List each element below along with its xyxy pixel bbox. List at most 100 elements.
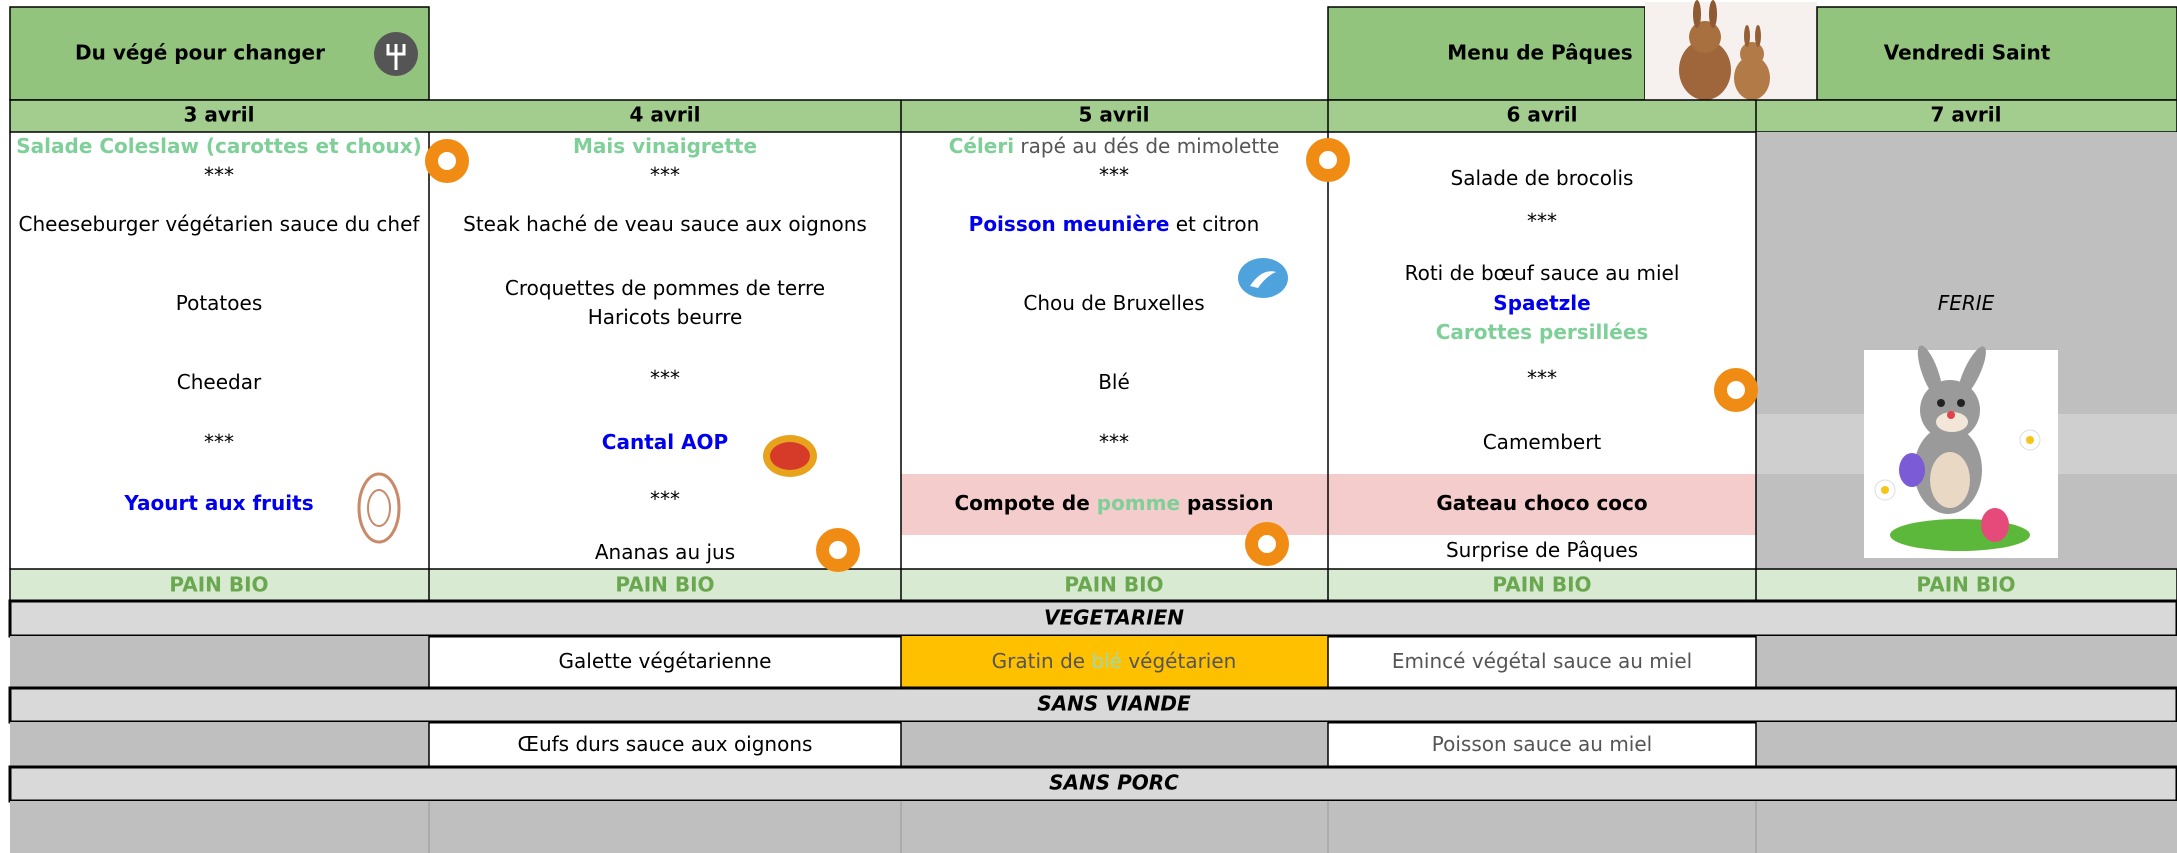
- label-badge: [357, 472, 401, 544]
- alt-dish: Œufs durs sauce aux oignons: [518, 732, 813, 756]
- section-bar: [8, 765, 2177, 803]
- item-text: ***: [1099, 163, 1129, 187]
- item-text: Roti de bœuf sauce au miel: [1405, 261, 1680, 285]
- sun-icon: [816, 528, 860, 572]
- bread-label: PAIN BIO: [1064, 573, 1163, 597]
- item-text: Haricots beurre: [588, 305, 743, 329]
- header-title: Du végé pour changer: [75, 41, 325, 65]
- alt-dish: Gratin de blé végétarien: [992, 649, 1237, 673]
- menu-item: Chou de Bruxelles: [1023, 291, 1204, 315]
- menu-item: Ananas au jus: [595, 540, 735, 564]
- menu-item: Roti de bœuf sauce au miel: [1405, 261, 1680, 285]
- item-text: blé: [1091, 649, 1122, 673]
- alt-dish: Emincé végétal sauce au miel: [1392, 649, 1692, 673]
- day-label: 3 avril: [184, 103, 255, 127]
- menu-item: Cheeseburger végétarien sauce du chef: [19, 212, 421, 236]
- menu-item: ***: [650, 163, 680, 187]
- menu-item: Camembert: [1483, 430, 1602, 454]
- menu-item: Gateau choco coco: [1436, 491, 1647, 515]
- item-text: Céleri: [949, 134, 1014, 158]
- item-text: Emincé végétal sauce au miel: [1392, 649, 1692, 673]
- item-text: Potatoes: [176, 291, 262, 315]
- sun-icon: [1714, 368, 1758, 412]
- item-text: Salade Coleslaw (carottes et choux): [16, 134, 421, 158]
- item-text: Compote de: [955, 491, 1097, 515]
- item-text: passion: [1180, 491, 1273, 515]
- bread-label: PAIN BIO: [169, 573, 268, 597]
- menu-item: ***: [1527, 366, 1557, 390]
- item-text: Galette végétarienne: [559, 649, 772, 673]
- menu-item: Surprise de Pâques: [1446, 538, 1638, 562]
- item-text: FERIE: [1938, 291, 1995, 315]
- menu-item: Céleri rapé au dés de mimolette: [949, 134, 1280, 158]
- item-text: Spaetzle: [1493, 291, 1590, 315]
- alt-dish: Poisson sauce au miel: [1432, 732, 1652, 756]
- menu-item: ***: [204, 163, 234, 187]
- empty-cell: [1756, 636, 2177, 688]
- item-text: Cheedar: [177, 370, 262, 394]
- fish-icon: [1238, 258, 1288, 298]
- menu-item: FERIE: [1938, 291, 1995, 315]
- item-text: rapé au dés de mimolette: [1014, 134, 1279, 158]
- cutlery-icon-shape: [386, 44, 406, 70]
- aop-badge: [763, 435, 817, 477]
- header-cell: [1816, 6, 2177, 101]
- item-text: Salade de brocolis: [1451, 166, 1634, 190]
- item-text: ***: [650, 487, 680, 511]
- item-text: Poisson sauce au miel: [1432, 732, 1652, 756]
- header-cell: [1327, 6, 1646, 101]
- bread-label: PAIN BIO: [1916, 573, 2015, 597]
- item-text: Gratin de: [992, 649, 1092, 673]
- menu-item: Blé: [1098, 370, 1130, 394]
- item-text: Chou de Bruxelles: [1023, 291, 1204, 315]
- empty-cell: [10, 722, 429, 767]
- menu-item: Carottes persillées: [1436, 320, 1649, 344]
- item-text: Cantal AOP: [602, 430, 728, 454]
- menu-item: Cheedar: [177, 370, 262, 394]
- menu-item: Yaourt aux fruits: [123, 491, 313, 515]
- menu-item: Compote de pomme passion: [955, 491, 1274, 515]
- item-text: Surprise de Pâques: [1446, 538, 1638, 562]
- section-title: VEGETARIEN: [1044, 606, 1184, 630]
- item-text: Gateau choco coco: [1436, 491, 1647, 515]
- menu-item: Cantal AOP: [602, 430, 728, 454]
- menu-item: Croquettes de pommes de terre: [505, 276, 825, 300]
- bread-label: PAIN BIO: [1492, 573, 1591, 597]
- menu-item: Steak haché de veau sauce aux oignons: [463, 212, 867, 236]
- column-lines: [9, 100, 1757, 853]
- menu-item: Mais vinaigrette: [573, 134, 757, 158]
- easter-bunny-image: [1864, 345, 2058, 558]
- item-text: pomme: [1097, 491, 1180, 515]
- menu-item: ***: [1099, 430, 1129, 454]
- item-text: ***: [1099, 430, 1129, 454]
- sun-icon: [1306, 138, 1350, 182]
- item-text: ***: [650, 366, 680, 390]
- day-label: 7 avril: [1931, 103, 2002, 127]
- item-text: ***: [204, 163, 234, 187]
- item-text: Poisson meunière: [969, 212, 1170, 236]
- highlight-cell: [901, 636, 1328, 688]
- menu-item: ***: [650, 487, 680, 511]
- day-label: 5 avril: [1079, 103, 1150, 127]
- header-title: Vendredi Saint: [1884, 41, 2051, 65]
- menu-item: Haricots beurre: [588, 305, 743, 329]
- item-text: Yaourt aux fruits: [123, 491, 313, 515]
- item-text: Cheeseburger végétarien sauce du chef: [19, 212, 421, 236]
- empty-cell: [10, 636, 429, 688]
- item-text: ***: [1527, 366, 1557, 390]
- header-cell: [9, 6, 430, 101]
- menu-item: ***: [1099, 163, 1129, 187]
- empty-row: [10, 801, 2177, 853]
- item-text: Steak haché de veau sauce aux oignons: [463, 212, 867, 236]
- day-label: 6 avril: [1507, 103, 1578, 127]
- alt-dish: Galette végétarienne: [559, 649, 772, 673]
- menu-item: Poisson meunière et citron: [969, 212, 1260, 236]
- section-title: SANS PORC: [1049, 771, 1179, 795]
- item-text: Œufs durs sauce aux oignons: [518, 732, 813, 756]
- day-label: 4 avril: [630, 103, 701, 127]
- empty-cell: [1756, 722, 2177, 767]
- menu-item: ***: [1527, 209, 1557, 233]
